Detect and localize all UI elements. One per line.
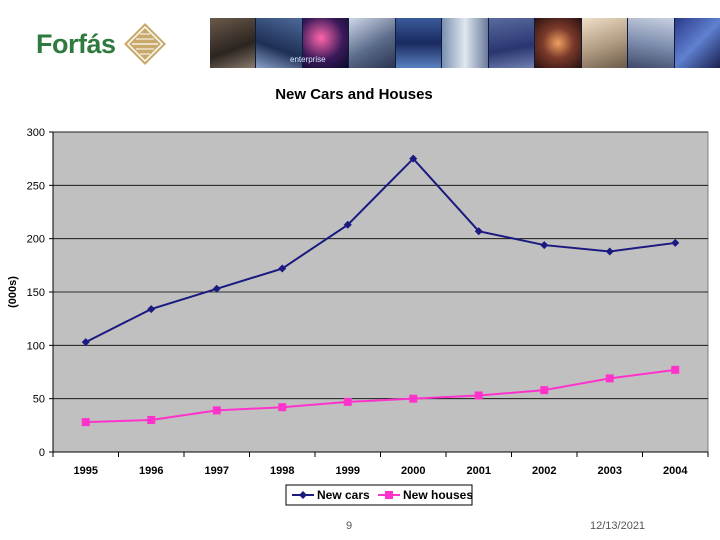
series-line-new-houses [85,368,676,424]
y-tick-label: 150 [27,287,45,299]
data-point-new-cars [278,264,287,273]
data-point-new-houses [671,365,680,374]
data-point-new-cars [409,154,418,163]
data-point-new-houses [212,406,221,415]
x-tick-label: 2000 [401,465,425,477]
banner-photo-scientist [628,18,675,68]
banner-photo-tunnel [535,18,582,68]
y-tick-label: 200 [27,234,45,246]
series-line-new-cars [85,157,676,344]
banner-photo-circuit [674,18,720,68]
banner-photo-fibre [302,18,350,68]
y-tick-label: 250 [27,180,45,192]
data-point-new-cars [605,247,614,256]
banner-photo-cylinder [442,18,489,68]
data-point-new-houses [474,391,483,400]
banner-photo-lab [349,18,396,68]
data-point-new-houses [409,394,418,403]
data-point-new-cars [343,220,352,229]
banner-photo-text [488,18,536,68]
x-tick-label: 1999 [336,465,360,477]
data-point-new-houses [540,386,549,395]
photo-banner [210,18,720,68]
banner-caption: enterprise [290,55,326,64]
legend-label: New houses [403,488,473,502]
data-point-new-cars [540,241,549,250]
page-number: 9 [346,520,353,532]
data-point-new-cars [81,338,90,347]
banner-photo-tech [395,18,443,68]
x-tick-label: 1998 [270,465,294,477]
diamond-logo-icon [123,23,166,65]
y-tick-label: 0 [39,447,45,459]
y-tick-label: 300 [27,127,45,139]
data-point-new-cars [147,305,156,314]
x-tick-label: 1995 [74,465,98,477]
data-point-new-cars [671,238,680,247]
data-point-new-houses [343,397,352,406]
line-chart: New Cars and Houses 0 50 100 150 200 250 300 199… [7,86,709,506]
banner-photo-worker [256,18,303,68]
data-point-new-houses [81,418,90,427]
footer-date: 12/13/2021 [590,520,646,532]
legend-marker-diamond [299,491,307,499]
logo-text: Forfás [36,28,116,59]
chart-title: New Cars and Houses [275,86,433,103]
x-tick-label: 2001 [467,465,491,477]
forfas-logo: Forfás [36,22,168,66]
data-point-new-houses [278,403,287,412]
banner-photo-railway [210,18,257,68]
x-tick-label: 2004 [663,465,688,477]
data-point-new-houses [605,374,614,383]
header: Forfás enterprise [0,0,720,80]
y-tick-label: 50 [33,394,45,406]
x-tick-label: 1997 [205,465,229,477]
x-tick-label: 2002 [532,465,556,477]
data-point-new-cars [212,284,221,293]
y-tick-label: 100 [27,340,45,352]
legend-marker-square [385,491,393,499]
data-point-new-houses [147,416,156,424]
banner-photo-boxes [581,18,629,68]
data-point-new-cars [474,227,483,236]
x-tick-label: 1996 [139,465,163,477]
y-axis-label: (000s) [7,276,19,308]
legend-label: New cars [317,488,370,502]
chart-area: New Cars and Houses 0 50 100 150 200 250 300 199… [0,80,720,520]
x-tick-label: 2003 [598,465,622,477]
